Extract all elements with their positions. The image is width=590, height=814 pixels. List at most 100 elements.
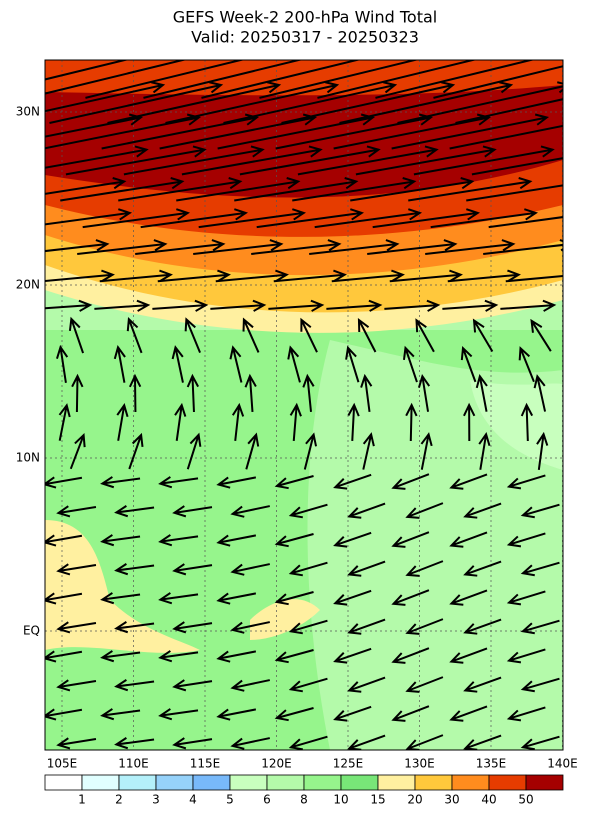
wind-arrow [288, 735, 328, 750]
lon-label: 105E [47, 757, 78, 771]
wind-arrow [405, 502, 444, 519]
wind-arrow [273, 269, 347, 283]
wind-arrow [506, 706, 546, 722]
wind-arrow [45, 239, 110, 253]
colorbar-swatch [81, 774, 120, 791]
wind-arrow [317, 60, 497, 99]
wind-arrow [216, 708, 257, 721]
colorbar-label: 50 [518, 793, 533, 807]
wind-arrow [45, 592, 83, 605]
wind-arrow [101, 113, 260, 150]
wind-arrow [230, 621, 271, 634]
wind-arrow [215, 269, 289, 283]
wind-arrow [463, 402, 476, 442]
wind-arrow [506, 474, 546, 490]
wind-arrow [158, 534, 199, 547]
wind-arrow [463, 618, 502, 635]
wind-arrow [333, 531, 372, 548]
wind-arrow [506, 590, 546, 606]
wind-arrow [309, 239, 400, 255]
wind-arrow [420, 432, 433, 470]
colorbar-label: 30 [444, 793, 459, 807]
wind-arrow [405, 402, 418, 442]
wind-arrow [483, 239, 563, 255]
wind-arrow [314, 208, 423, 229]
wind-arrow [100, 476, 141, 489]
wind-arrow [466, 184, 563, 202]
wind-arrow [239, 145, 381, 176]
wind-arrow [536, 431, 549, 470]
wind-arrow [82, 208, 191, 229]
wind-arrow [256, 208, 365, 229]
lon-label: 135E [476, 757, 507, 771]
wind-arrow [520, 735, 560, 750]
lat-label: EQ [23, 624, 40, 638]
wind-arrow [520, 677, 560, 693]
wind-arrow [471, 157, 563, 176]
colorbar-swatch [303, 774, 342, 791]
colorbar-swatch [414, 774, 453, 791]
wind-arrow [245, 432, 260, 470]
lon-label: 140E [547, 757, 578, 771]
wind-arrow [518, 346, 535, 383]
wind-arrow [289, 402, 302, 442]
wind-arrow [478, 431, 491, 470]
colorbar-label: 40 [481, 793, 496, 807]
wind-arrow [326, 299, 383, 312]
wind-arrow [333, 705, 372, 722]
wind-arrow [201, 60, 381, 99]
wind-arrow [520, 561, 560, 577]
wind-arrow [116, 402, 129, 441]
wind-arrow [449, 705, 488, 722]
wind-arrow [488, 216, 563, 229]
wind-arrow [231, 402, 245, 442]
wind-arrow [288, 677, 328, 693]
wind-arrow [417, 373, 431, 412]
wind-arrow [391, 705, 430, 722]
wind-arrow [391, 531, 430, 548]
wind-vectors [45, 60, 563, 750]
colorbar-swatch [266, 774, 305, 791]
wind-arrow [140, 208, 249, 229]
wind-arrow [56, 621, 97, 634]
wind-arrow [193, 239, 284, 255]
wind-arrow [56, 344, 69, 383]
wind-arrow [158, 476, 199, 489]
wind-arrow [100, 708, 141, 721]
wind-arrow [158, 592, 199, 605]
colorbar-swatch [229, 774, 268, 791]
wind-arrow [408, 177, 533, 202]
wind-arrow [56, 679, 97, 692]
wind-arrow [520, 619, 560, 635]
lon-label: 115E [190, 757, 221, 771]
wind-arrow [56, 505, 97, 518]
lat-label: 10N [16, 451, 40, 465]
wind-arrow [45, 60, 207, 95]
wind-arrow [172, 563, 213, 576]
wind-arrow [530, 318, 552, 352]
wind-arrow [460, 345, 477, 383]
colorbar-swatch [192, 774, 231, 791]
wind-arrow [505, 274, 563, 283]
shade [45, 520, 200, 653]
wind-arrow [288, 503, 328, 519]
wind-arrow [350, 177, 475, 202]
lon-label: 130E [404, 757, 435, 771]
wind-arrow [100, 650, 141, 663]
colorbar-swatch [44, 774, 83, 791]
lon-label: 120E [261, 757, 292, 771]
wind-arrow [425, 239, 516, 255]
wind-arrow [198, 208, 307, 229]
colorbar-label: 10 [333, 793, 348, 807]
wind-arrow [45, 60, 149, 81]
wind-arrow [302, 373, 315, 413]
wind-arrow [217, 113, 376, 150]
colorbar-label: 1 [78, 793, 86, 807]
colorbar-label: 20 [407, 793, 422, 807]
wind-arrow [184, 317, 201, 354]
colorbar-swatch [451, 774, 490, 791]
colorbar-label: 5 [226, 793, 234, 807]
wind-arrow [234, 177, 359, 202]
colorbar-label: 15 [370, 793, 385, 807]
